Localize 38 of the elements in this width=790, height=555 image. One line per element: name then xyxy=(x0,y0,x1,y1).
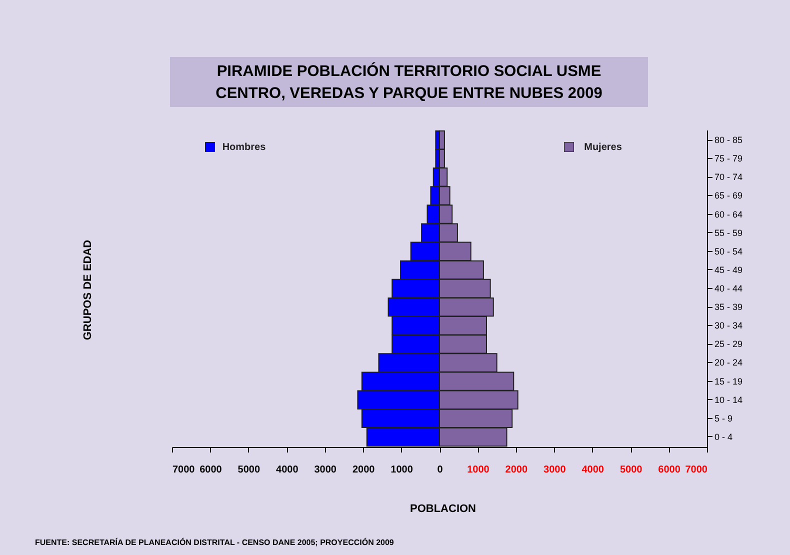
x-tick-label: 1000 xyxy=(467,464,490,476)
x-tick-label: 7000 xyxy=(685,464,708,476)
x-tick-label: 5000 xyxy=(238,464,260,476)
x-tick-label: 6000 xyxy=(200,464,222,476)
x-tick-label: 3000 xyxy=(314,464,337,476)
chart-title: PIRAMIDE POBLACIÓN TERRITORIO SOCIAL USME CENTRO, VEREDAS Y PARQUE ENTRE NUBES 2009 xyxy=(216,62,603,102)
y-tick-label: 5 - 9 xyxy=(714,413,733,424)
y-tick-label: 70 - 74 xyxy=(714,172,743,182)
y-tick-label: 15 - 19 xyxy=(714,376,743,386)
y-tick-label: 50 - 54 xyxy=(714,246,743,256)
y-tick-label: 30 - 34 xyxy=(714,320,743,331)
y-tick-label: 45 - 49 xyxy=(714,264,743,275)
legend-label: Hombres xyxy=(222,142,266,153)
y-tick-label: 20 - 24 xyxy=(714,358,743,368)
y-tick-label: 35 - 39 xyxy=(714,302,743,312)
x-tick-label: 1000 xyxy=(390,464,414,476)
x-tick-label: 6000 xyxy=(658,464,681,476)
y-tick-label: 55 - 59 xyxy=(714,228,743,238)
x-axis-title: POBLACION xyxy=(410,503,476,515)
legend-label: Mujeres xyxy=(584,142,622,153)
x-tick-label: 2000 xyxy=(505,464,528,476)
y-tick-label: 60 - 64 xyxy=(714,209,743,220)
x-tick-label: 2000 xyxy=(352,464,376,476)
y-tick-label: 65 - 69 xyxy=(714,190,743,201)
text: GRUPOS DE EDAD xyxy=(82,240,94,340)
x-tick-label: 3000 xyxy=(544,464,566,476)
y-tick-label: 75 - 79 xyxy=(714,154,743,164)
y-tick-label: 25 - 29 xyxy=(714,339,743,350)
y-tick-label: 40 - 44 xyxy=(714,284,743,294)
y-tick-label: 0 - 4 xyxy=(714,432,733,442)
x-tick-label: 0 xyxy=(437,464,444,476)
x-tick-label: 4000 xyxy=(582,464,604,476)
x-tick-label: 5000 xyxy=(620,464,643,476)
source-note: FUENTE: SECRETARÍA DE PLANEACIÓN DISTRITAL - CENSO DANE 2005; PROYECCIÓN 2009 xyxy=(35,537,394,547)
x-tick-label: 4000 xyxy=(276,464,299,476)
y-tick-label: 80 - 85 xyxy=(714,135,743,146)
x-tick-label: 7000 xyxy=(172,464,196,476)
y-tick-label: 10 - 14 xyxy=(714,394,743,405)
